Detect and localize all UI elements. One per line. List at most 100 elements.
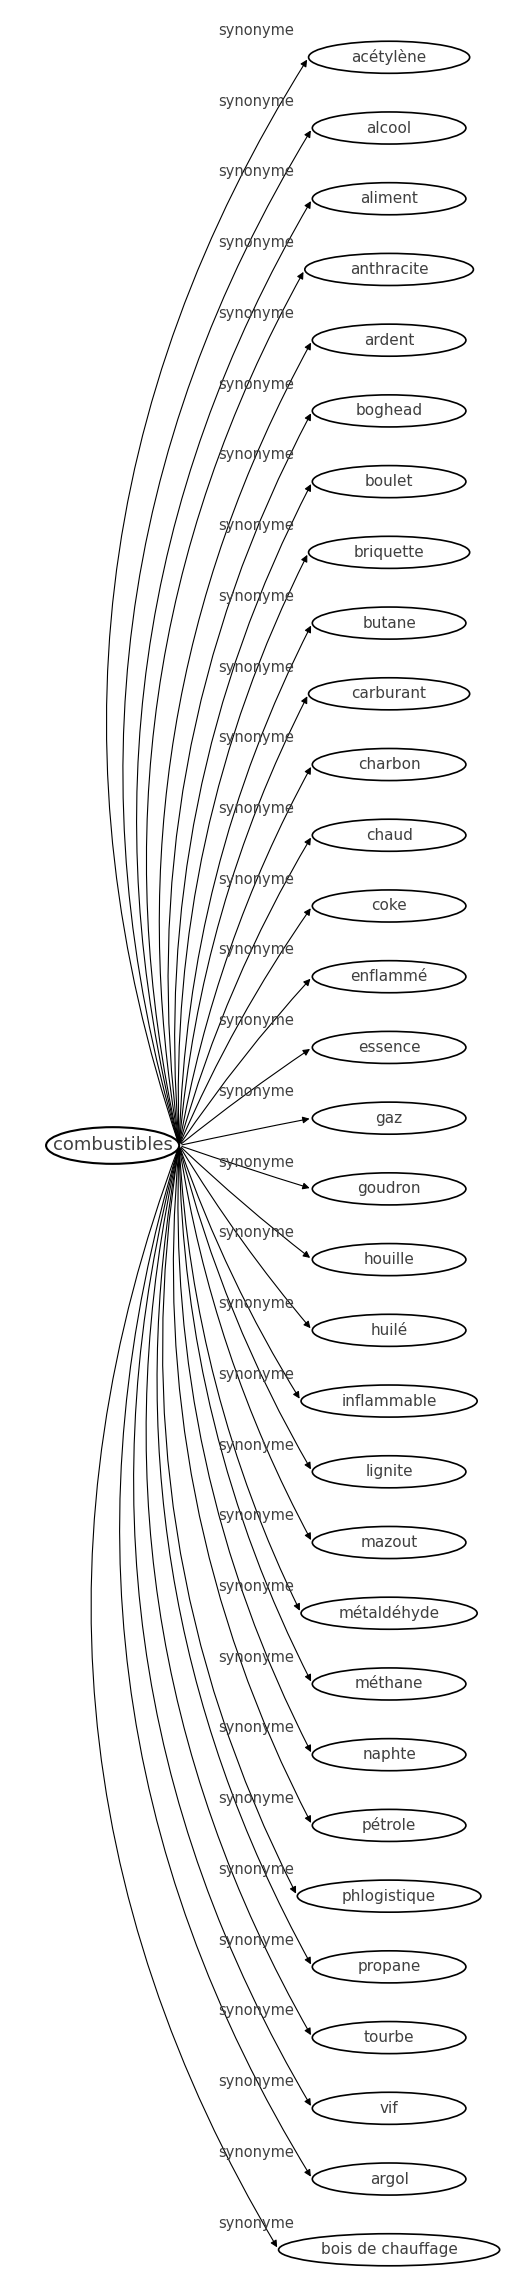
Text: bois de chauffage: bois de chauffage [321, 2243, 458, 2257]
Text: coke: coke [371, 898, 407, 914]
Text: essence: essence [358, 1040, 420, 1054]
Ellipse shape [312, 1952, 466, 1984]
Text: synonyme: synonyme [218, 873, 294, 887]
Text: synonyme: synonyme [218, 1368, 294, 1381]
FancyArrowPatch shape [180, 839, 310, 1143]
Ellipse shape [297, 1881, 481, 1913]
Ellipse shape [312, 749, 466, 781]
Text: synonyme: synonyme [218, 1084, 294, 1100]
Text: boulet: boulet [365, 474, 413, 488]
Ellipse shape [312, 1031, 466, 1063]
Ellipse shape [312, 183, 466, 215]
FancyArrowPatch shape [178, 1148, 310, 1750]
Ellipse shape [312, 2163, 466, 2195]
Text: synonyme: synonyme [218, 2073, 294, 2089]
FancyArrowPatch shape [134, 1148, 310, 2105]
Text: synonyme: synonyme [218, 942, 294, 958]
Text: synonyme: synonyme [218, 1721, 294, 1737]
FancyArrowPatch shape [175, 486, 310, 1143]
Ellipse shape [312, 1315, 466, 1347]
Text: huilé: huilé [371, 1322, 408, 1338]
FancyArrowPatch shape [179, 628, 310, 1143]
Text: argol: argol [370, 2172, 409, 2186]
FancyArrowPatch shape [180, 1148, 310, 1540]
Ellipse shape [312, 960, 466, 992]
Ellipse shape [312, 2021, 466, 2053]
Text: synonyme: synonyme [218, 307, 294, 321]
FancyArrowPatch shape [180, 1148, 299, 1398]
Text: phlogistique: phlogistique [342, 1888, 436, 1904]
Ellipse shape [312, 1810, 466, 1842]
Text: vif: vif [380, 2101, 398, 2117]
Text: ardent: ardent [364, 332, 414, 348]
Text: synonyme: synonyme [218, 376, 294, 392]
Text: synonyme: synonyme [218, 731, 294, 745]
FancyArrowPatch shape [157, 1148, 310, 1963]
Ellipse shape [309, 678, 470, 710]
Text: synonyme: synonyme [218, 518, 294, 534]
Text: synonyme: synonyme [218, 1792, 294, 1805]
Text: synonyme: synonyme [218, 236, 294, 250]
Ellipse shape [312, 2092, 466, 2124]
Text: synonyme: synonyme [218, 1578, 294, 1595]
Text: synonyme: synonyme [218, 2215, 294, 2231]
Text: synonyme: synonyme [218, 802, 294, 816]
Text: méthane: méthane [355, 1677, 423, 1691]
Text: carburant: carburant [352, 687, 426, 701]
Ellipse shape [312, 820, 466, 852]
Text: synonyme: synonyme [218, 1297, 294, 1310]
FancyArrowPatch shape [182, 1146, 308, 1189]
Text: synonyme: synonyme [218, 1155, 294, 1171]
Ellipse shape [301, 1386, 477, 1418]
FancyArrowPatch shape [181, 1148, 309, 1258]
Text: synonyme: synonyme [218, 1013, 294, 1029]
Text: mazout: mazout [360, 1535, 418, 1551]
Text: naphte: naphte [362, 1748, 416, 1762]
Text: synonyme: synonyme [218, 165, 294, 179]
Text: synonyme: synonyme [218, 1226, 294, 1239]
Text: acétylène: acétylène [352, 50, 426, 64]
Ellipse shape [312, 1739, 466, 1771]
FancyArrowPatch shape [181, 1049, 309, 1143]
FancyArrowPatch shape [180, 1148, 310, 1469]
Ellipse shape [312, 394, 466, 426]
Text: synonyme: synonyme [218, 23, 294, 39]
Ellipse shape [312, 1102, 466, 1134]
Ellipse shape [312, 1244, 466, 1276]
FancyArrowPatch shape [179, 696, 307, 1143]
FancyArrowPatch shape [182, 1118, 308, 1146]
Text: synonyme: synonyme [218, 2144, 294, 2160]
Text: synonyme: synonyme [218, 94, 294, 108]
Text: synonyme: synonyme [218, 1507, 294, 1524]
Text: métaldéhyde: métaldéhyde [338, 1606, 440, 1622]
Ellipse shape [279, 2234, 500, 2266]
FancyArrowPatch shape [179, 1148, 300, 1611]
Text: gaz: gaz [376, 1111, 402, 1125]
FancyArrowPatch shape [180, 767, 310, 1143]
FancyArrowPatch shape [179, 1148, 310, 1679]
Text: propane: propane [357, 1959, 421, 1975]
Ellipse shape [309, 536, 470, 568]
Ellipse shape [312, 889, 466, 921]
Ellipse shape [305, 254, 474, 286]
Text: butane: butane [362, 616, 416, 630]
Text: synonyme: synonyme [218, 589, 294, 605]
FancyArrowPatch shape [168, 415, 310, 1143]
FancyArrowPatch shape [137, 202, 310, 1143]
Text: anthracite: anthracite [350, 261, 429, 277]
Ellipse shape [312, 112, 466, 144]
Ellipse shape [301, 1597, 477, 1629]
Text: tourbe: tourbe [364, 2030, 414, 2046]
Ellipse shape [312, 607, 466, 639]
Text: boghead: boghead [355, 403, 423, 419]
FancyArrowPatch shape [91, 1148, 276, 2245]
Ellipse shape [309, 41, 470, 73]
Text: synonyme: synonyme [218, 447, 294, 463]
FancyArrowPatch shape [178, 557, 307, 1143]
Text: enflammé: enflammé [350, 969, 428, 985]
Text: chaud: chaud [366, 827, 413, 843]
Text: synonyme: synonyme [218, 1650, 294, 1666]
FancyArrowPatch shape [159, 344, 310, 1143]
FancyArrowPatch shape [181, 981, 310, 1143]
Text: alcool: alcool [367, 121, 412, 135]
